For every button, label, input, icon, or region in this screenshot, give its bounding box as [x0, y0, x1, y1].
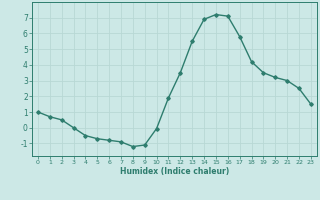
- X-axis label: Humidex (Indice chaleur): Humidex (Indice chaleur): [120, 167, 229, 176]
